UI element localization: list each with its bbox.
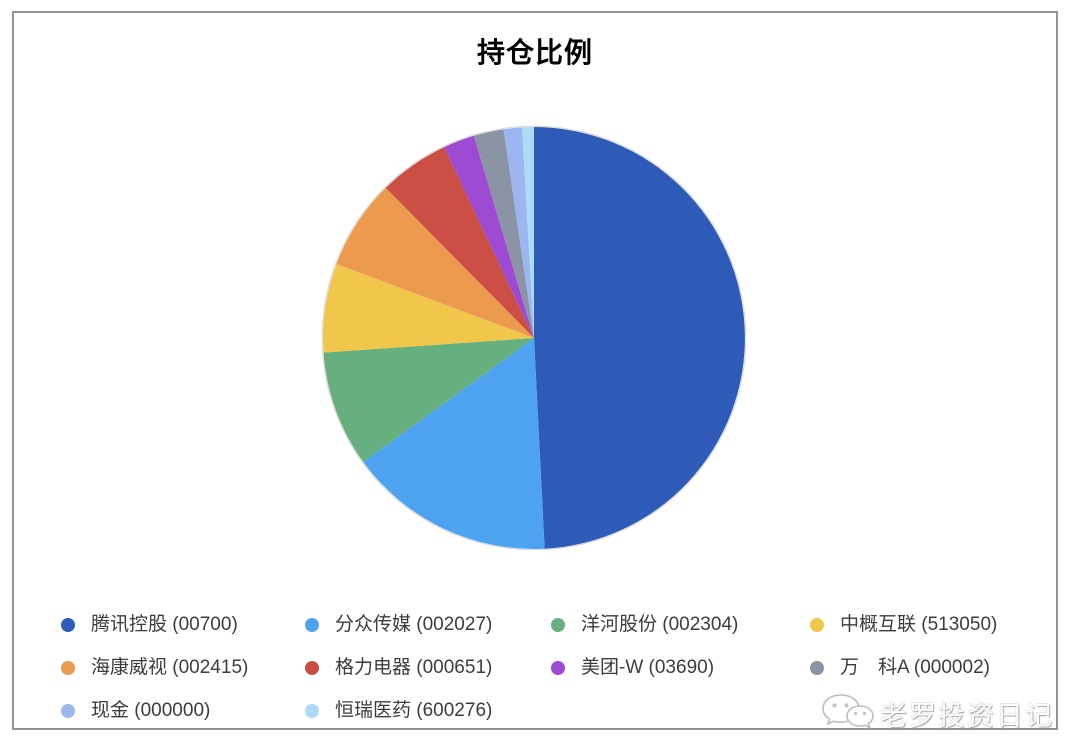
wechat-icon (822, 694, 874, 730)
pie-outline (321, 125, 747, 551)
watermark-text: 老罗投资日记 (880, 700, 1054, 731)
pie-slice-6 (385, 147, 534, 338)
pie-slice-8 (473, 129, 534, 338)
pie-slice-10 (522, 127, 534, 338)
pie-slice-3 (323, 338, 534, 463)
watermark: 老罗投资日记 (820, 692, 1054, 734)
pie-slice-7 (444, 135, 534, 338)
pie-slice-1 (534, 127, 745, 549)
pie-slice-9 (503, 127, 534, 338)
pie-slice-4 (322, 264, 534, 353)
pie-slice-5 (336, 187, 534, 338)
pie-slice-2 (363, 338, 545, 549)
chart-title: 持仓比例 (476, 37, 593, 68)
